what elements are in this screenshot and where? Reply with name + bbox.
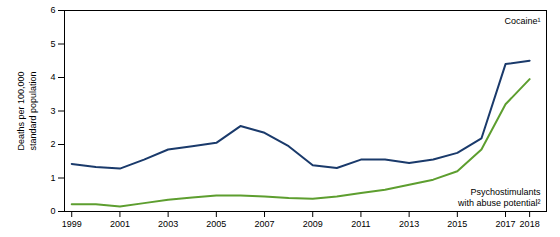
svg-text:2015: 2015 xyxy=(447,219,467,229)
svg-text:Cocaine¹: Cocaine¹ xyxy=(504,16,540,26)
svg-text:Psychostimulantswith abuse pot: Psychostimulantswith abuse potential² xyxy=(457,187,541,208)
svg-text:2001: 2001 xyxy=(110,219,130,229)
svg-text:6: 6 xyxy=(50,5,55,15)
svg-text:0: 0 xyxy=(50,206,55,216)
svg-text:2007: 2007 xyxy=(255,219,275,229)
svg-text:2017: 2017 xyxy=(496,219,516,229)
svg-text:4: 4 xyxy=(50,72,55,82)
svg-text:1999: 1999 xyxy=(62,219,82,229)
svg-text:2018: 2018 xyxy=(520,219,540,229)
svg-text:2009: 2009 xyxy=(303,219,323,229)
svg-text:Deaths per 100,000standard pop: Deaths per 100,000standard population xyxy=(16,71,38,150)
svg-text:1: 1 xyxy=(50,173,55,183)
svg-text:5: 5 xyxy=(50,39,55,49)
svg-text:2003: 2003 xyxy=(158,219,178,229)
svg-text:2: 2 xyxy=(50,139,55,149)
svg-text:2005: 2005 xyxy=(206,219,226,229)
svg-text:2011: 2011 xyxy=(351,219,370,229)
svg-text:2013: 2013 xyxy=(399,219,419,229)
svg-text:3: 3 xyxy=(50,106,55,116)
